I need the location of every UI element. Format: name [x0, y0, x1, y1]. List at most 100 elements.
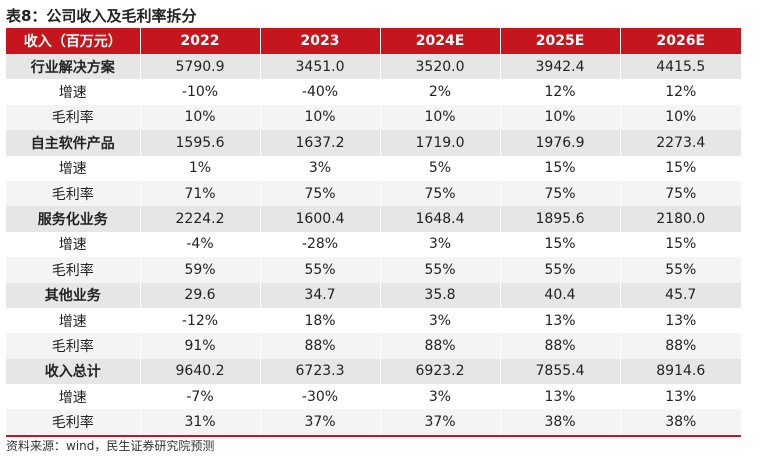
table-cell: 1895.6	[499, 206, 620, 232]
table-cell: 88%	[499, 333, 620, 359]
table-cell: 8914.6	[619, 358, 741, 385]
table-cell: 1%	[139, 155, 260, 181]
table-cell: 10%	[259, 104, 380, 131]
table-cell: 13%	[499, 307, 620, 334]
table-cell: 12%	[499, 79, 620, 105]
row-label: 毛利率	[6, 104, 140, 131]
table-cell: 75%	[259, 180, 380, 207]
table-cell: 1637.2	[259, 130, 380, 156]
row-label: 服务化业务	[6, 206, 140, 232]
header-year-2025e: 2025E	[499, 28, 620, 54]
header-year-2026e: 2026E	[619, 28, 741, 54]
table-cell: 91%	[139, 333, 260, 359]
table-body: 行业解决方案 5790.9 3451.0 3520.0 3942.4 4415.5 增速 -1…	[6, 54, 741, 437]
row-label: 毛利率	[6, 257, 140, 283]
table-cell: 59%	[139, 257, 260, 283]
table-cell: 55%	[619, 257, 741, 283]
table-cell: 3%	[379, 307, 500, 334]
table-cell: 2%	[379, 79, 500, 105]
row-label: 毛利率	[6, 180, 140, 207]
table-cell: 34.7	[259, 282, 380, 308]
row-label: 增速	[6, 231, 140, 258]
table-cell: 10%	[379, 104, 500, 131]
table-cell: 37%	[379, 409, 500, 437]
table-cell: 7855.4	[499, 358, 620, 385]
row-label: 其他业务	[6, 282, 140, 308]
table-cell: 15%	[619, 155, 741, 181]
table-cell: 75%	[619, 180, 741, 207]
table-row-segment: 其他业务 29.6 34.7 35.8 40.4 45.7	[6, 282, 741, 308]
table-cell: 3%	[379, 384, 500, 410]
table-cell: -10%	[139, 79, 260, 105]
table-cell: 3%	[379, 231, 500, 258]
table-cell: 29.6	[139, 282, 260, 308]
revenue-margin-table: 收入（百万元） 2022 2023 2024E 2025E 2026E 行业解决…	[6, 28, 741, 437]
table-row-metric: 毛利率 59% 55% 55% 55% 55%	[6, 257, 741, 283]
table-cell: 1976.9	[499, 130, 620, 156]
table-cell: 1648.4	[379, 206, 500, 232]
table-cell: 71%	[139, 180, 260, 207]
table-cell: 15%	[619, 231, 741, 258]
table-cell: 5%	[379, 155, 500, 181]
table-cell: 15%	[499, 155, 620, 181]
table-title: 表8：公司收入及毛利率拆分	[6, 7, 197, 25]
table-row-metric: 增速 -4% -28% 3% 15% 15%	[6, 231, 741, 258]
table-cell: -30%	[259, 384, 380, 410]
table-cell: 18%	[259, 307, 380, 334]
table-cell: 2224.2	[139, 206, 260, 232]
table-cell: 9640.2	[139, 358, 260, 385]
row-label: 自主软件产品	[6, 130, 140, 156]
table-cell: 10%	[139, 104, 260, 131]
table-cell: 55%	[379, 257, 500, 283]
table-cell: 13%	[619, 307, 741, 334]
header-year-2022: 2022	[139, 28, 260, 54]
table-cell: 75%	[379, 180, 500, 207]
row-label: 收入总计	[6, 358, 140, 385]
table-cell: -7%	[139, 384, 260, 410]
table-header-row: 收入（百万元） 2022 2023 2024E 2025E 2026E	[6, 28, 741, 54]
table-cell: 38%	[499, 409, 620, 437]
row-label: 增速	[6, 155, 140, 181]
table-row-segment: 行业解决方案 5790.9 3451.0 3520.0 3942.4 4415.5	[6, 54, 741, 80]
table-cell: 15%	[499, 231, 620, 258]
table-cell: 3942.4	[499, 54, 620, 80]
table-cell: 10%	[499, 104, 620, 131]
table-row-segment: 服务化业务 2224.2 1600.4 1648.4 1895.6 2180.0	[6, 206, 741, 232]
table-cell: 10%	[619, 104, 741, 131]
table-cell: -40%	[259, 79, 380, 105]
table-cell: 1595.6	[139, 130, 260, 156]
table-cell: 75%	[499, 180, 620, 207]
table-cell: 40.4	[499, 282, 620, 308]
table-row-metric: 增速 -12% 18% 3% 13% 13%	[6, 307, 741, 334]
table-cell: 3451.0	[259, 54, 380, 80]
table-row-metric: 毛利率 10% 10% 10% 10% 10%	[6, 104, 741, 131]
table-cell: 12%	[619, 79, 741, 105]
table-row-metric: 增速 -10% -40% 2% 12% 12%	[6, 79, 741, 105]
table-cell: 6923.2	[379, 358, 500, 385]
table-cell: 13%	[619, 384, 741, 410]
row-label: 毛利率	[6, 409, 140, 437]
table-row-metric: 毛利率 91% 88% 88% 88% 88%	[6, 333, 741, 359]
table-row-segment: 收入总计 9640.2 6723.3 6923.2 7855.4 8914.6	[6, 358, 741, 385]
source-note: 资料来源：wind，民生证券研究院预测	[6, 439, 215, 453]
header-year-2024e: 2024E	[379, 28, 500, 54]
table-cell: 4415.5	[619, 54, 741, 80]
table-row-segment: 自主软件产品 1595.6 1637.2 1719.0 1976.9 2273.4	[6, 130, 741, 156]
table-cell: 55%	[499, 257, 620, 283]
row-label: 增速	[6, 79, 140, 105]
table-cell: 1719.0	[379, 130, 500, 156]
table-cell: -12%	[139, 307, 260, 334]
header-year-2023: 2023	[259, 28, 380, 54]
table-cell: -28%	[259, 231, 380, 258]
table-cell: 3520.0	[379, 54, 500, 80]
table-cell: 88%	[379, 333, 500, 359]
table-cell: 5790.9	[139, 54, 260, 80]
table-cell: 35.8	[379, 282, 500, 308]
table-cell: 45.7	[619, 282, 741, 308]
table-row-metric: 增速 1% 3% 5% 15% 15%	[6, 155, 741, 181]
table-cell: 13%	[499, 384, 620, 410]
row-label: 增速	[6, 384, 140, 410]
table-cell: 38%	[619, 409, 741, 437]
row-label: 毛利率	[6, 333, 140, 359]
table-cell: 2273.4	[619, 130, 741, 156]
